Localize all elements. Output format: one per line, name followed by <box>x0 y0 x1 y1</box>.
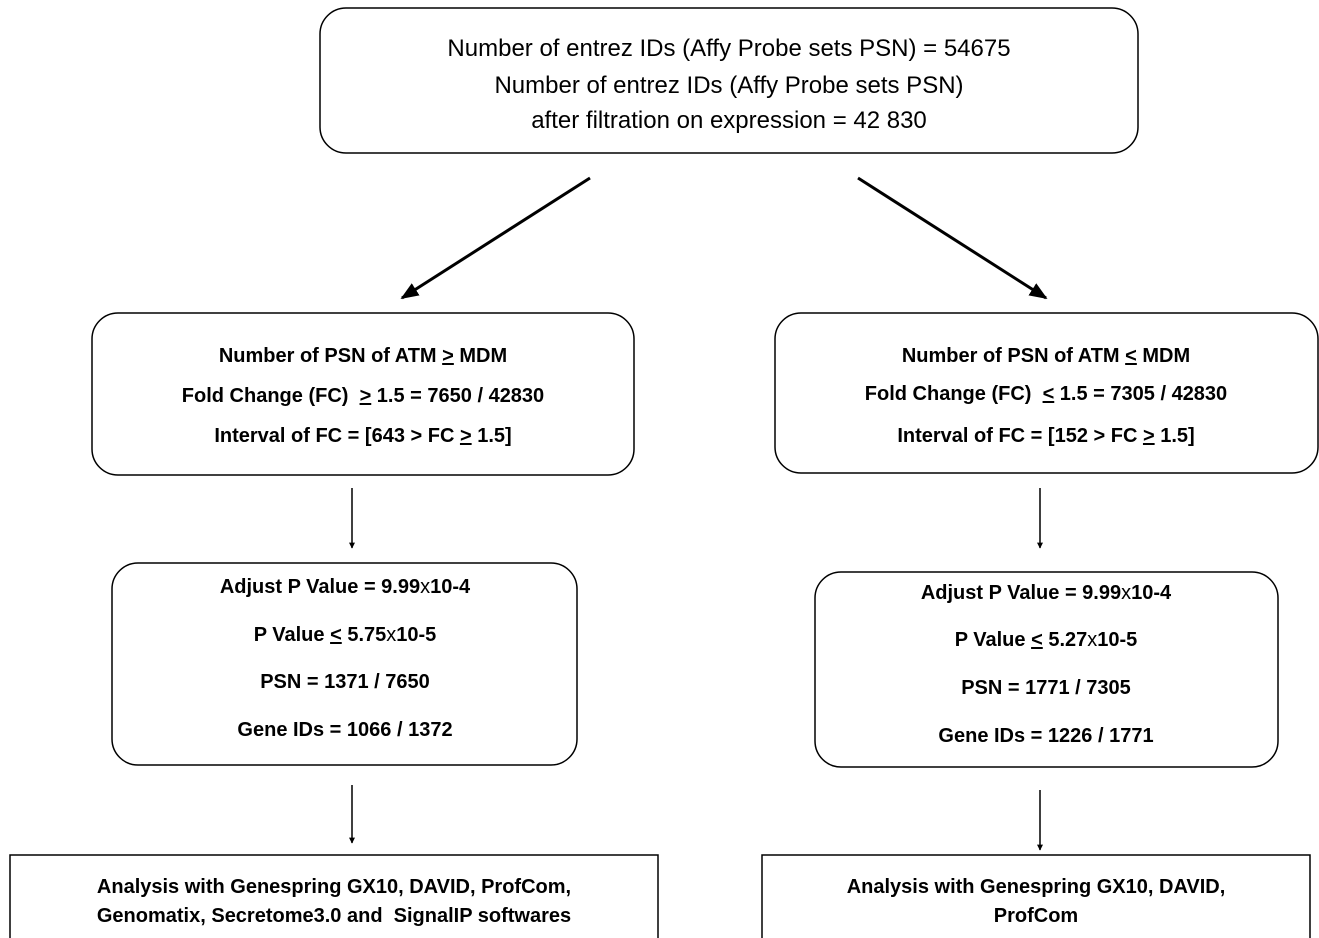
text-line: PSN = 1371 / 7650 <box>260 671 430 693</box>
text-segment: x <box>420 576 430 598</box>
text-segment: x <box>1087 629 1097 651</box>
text-segment: Number of entrez IDs (Affy Probe sets PS… <box>494 72 963 99</box>
text-segment: MDM <box>1137 345 1190 367</box>
text-line: Number of entrez IDs (Affy Probe sets PS… <box>494 72 963 99</box>
arrow <box>857 176 1048 300</box>
text-segment: 1.5] <box>1155 425 1195 447</box>
text-line: Gene IDs = 1226 / 1771 <box>938 725 1153 747</box>
text-segment: x <box>386 624 396 646</box>
text-segment: MDM <box>454 345 507 367</box>
box-top <box>319 7 1139 154</box>
box-right-analysis <box>761 854 1311 938</box>
text-segment: 5.27 <box>1043 629 1087 651</box>
text-segment: Fold Change (FC) <box>865 383 1043 405</box>
text-segment: Adjust P Value = 9.99 <box>921 582 1121 604</box>
node-text: Adjust P Value = 9.99x10-4P Value < 5.75… <box>220 576 471 741</box>
text-segment: 1.5] <box>472 425 512 447</box>
text-segment: Interval of FC = [643 > FC <box>214 425 460 447</box>
arrow <box>400 176 591 300</box>
text-line: Interval of FC = [152 > FC > 1.5] <box>897 425 1194 447</box>
text-line: Genomatix, Secretome3.0 and SignalIP sof… <box>97 905 571 927</box>
text-segment: Analysis with Genespring GX10, DAVID, <box>847 876 1226 898</box>
text-line: Number of PSN of ATM < MDM <box>902 345 1190 367</box>
box-left-pvalue <box>111 562 578 766</box>
text-line: Interval of FC = [643 > FC > 1.5] <box>214 425 511 447</box>
text-line: after filtration on expression = 42 830 <box>531 107 927 134</box>
text-line: Number of entrez IDs (Affy Probe sets PS… <box>447 35 1010 62</box>
text-segment: > <box>1143 425 1155 447</box>
text-line: Adjust P Value = 9.99x10-4 <box>921 582 1172 604</box>
text-line: Fold Change (FC) < 1.5 = 7305 / 42830 <box>865 383 1227 405</box>
node-text: Analysis with Genespring GX10, DAVID, Pro… <box>847 876 1226 927</box>
node-text: Number of PSN of ATM > MDM Fold Change (F… <box>182 345 544 447</box>
text-segment: < <box>1031 629 1043 651</box>
text-line: Gene IDs = 1066 / 1372 <box>237 719 452 741</box>
text-segment: < <box>1043 383 1055 405</box>
text-segment: ProfCom <box>994 905 1078 927</box>
text-line: P Value < 5.75x10-5 <box>254 624 437 646</box>
text-segment: PSN = 1371 / 7650 <box>260 671 430 693</box>
text-line: ProfCom <box>994 905 1078 927</box>
text-segment: 10-4 <box>1131 582 1172 604</box>
node-text: Analysis with Genespring GX10, DAVID, Pr… <box>97 876 571 927</box>
text-segment: 1.5 = 7305 / 42830 <box>1054 383 1227 405</box>
text-line: PSN = 1771 / 7305 <box>961 677 1131 699</box>
text-line: Analysis with Genespring GX10, DAVID, Pr… <box>97 876 571 898</box>
text-segment: Number of entrez IDs (Affy Probe sets PS… <box>447 35 1010 62</box>
text-segment: Gene IDs = 1066 / 1372 <box>237 719 452 741</box>
text-segment: Analysis with Genespring GX10, DAVID, Pr… <box>97 876 571 898</box>
text-segment: Fold Change (FC) <box>182 385 360 407</box>
box-left-fc <box>91 312 635 476</box>
text-segment: 10-5 <box>396 624 436 646</box>
text-segment: Genomatix, Secretome3.0 and SignalIP sof… <box>97 905 571 927</box>
text-segment: Number of PSN of ATM <box>219 345 442 367</box>
text-segment: > <box>460 425 472 447</box>
text-segment: < <box>330 624 342 646</box>
text-segment: > <box>442 345 454 367</box>
text-segment: Gene IDs = 1226 / 1771 <box>938 725 1153 747</box>
box-right-pvalue <box>814 571 1279 768</box>
text-segment: after filtration on expression = 42 830 <box>531 107 927 134</box>
text-line: Number of PSN of ATM > MDM <box>219 345 507 367</box>
text-segment: 10-5 <box>1097 629 1137 651</box>
text-segment: 10-4 <box>430 576 471 598</box>
box-right-fc <box>774 312 1319 474</box>
text-line: P Value < 5.27x10-5 <box>955 629 1138 651</box>
text-line: Fold Change (FC) > 1.5 = 7650 / 42830 <box>182 385 544 407</box>
text-segment: < <box>1125 345 1137 367</box>
text-segment: P Value <box>254 624 330 646</box>
box-left-analysis <box>9 854 659 938</box>
text-line: Adjust P Value = 9.99x10-4 <box>220 576 471 598</box>
node-text: Adjust P Value = 9.99x10-4P Value < 5.27… <box>921 582 1172 747</box>
text-segment: 5.75 <box>342 624 386 646</box>
text-segment: > <box>360 385 372 407</box>
node-text: Number of PSN of ATM < MDM Fold Change (F… <box>865 345 1227 447</box>
text-segment: x <box>1121 582 1131 604</box>
text-segment: PSN = 1771 / 7305 <box>961 677 1131 699</box>
text-segment: P Value <box>955 629 1031 651</box>
text-segment: Adjust P Value = 9.99 <box>220 576 420 598</box>
text-line: Analysis with Genespring GX10, DAVID, <box>847 876 1226 898</box>
node-text: Number of entrez IDs (Affy Probe sets PS… <box>447 35 1010 134</box>
text-segment: 1.5 = 7650 / 42830 <box>371 385 544 407</box>
text-segment: Interval of FC = [152 > FC <box>897 425 1143 447</box>
text-segment: Number of PSN of ATM <box>902 345 1125 367</box>
